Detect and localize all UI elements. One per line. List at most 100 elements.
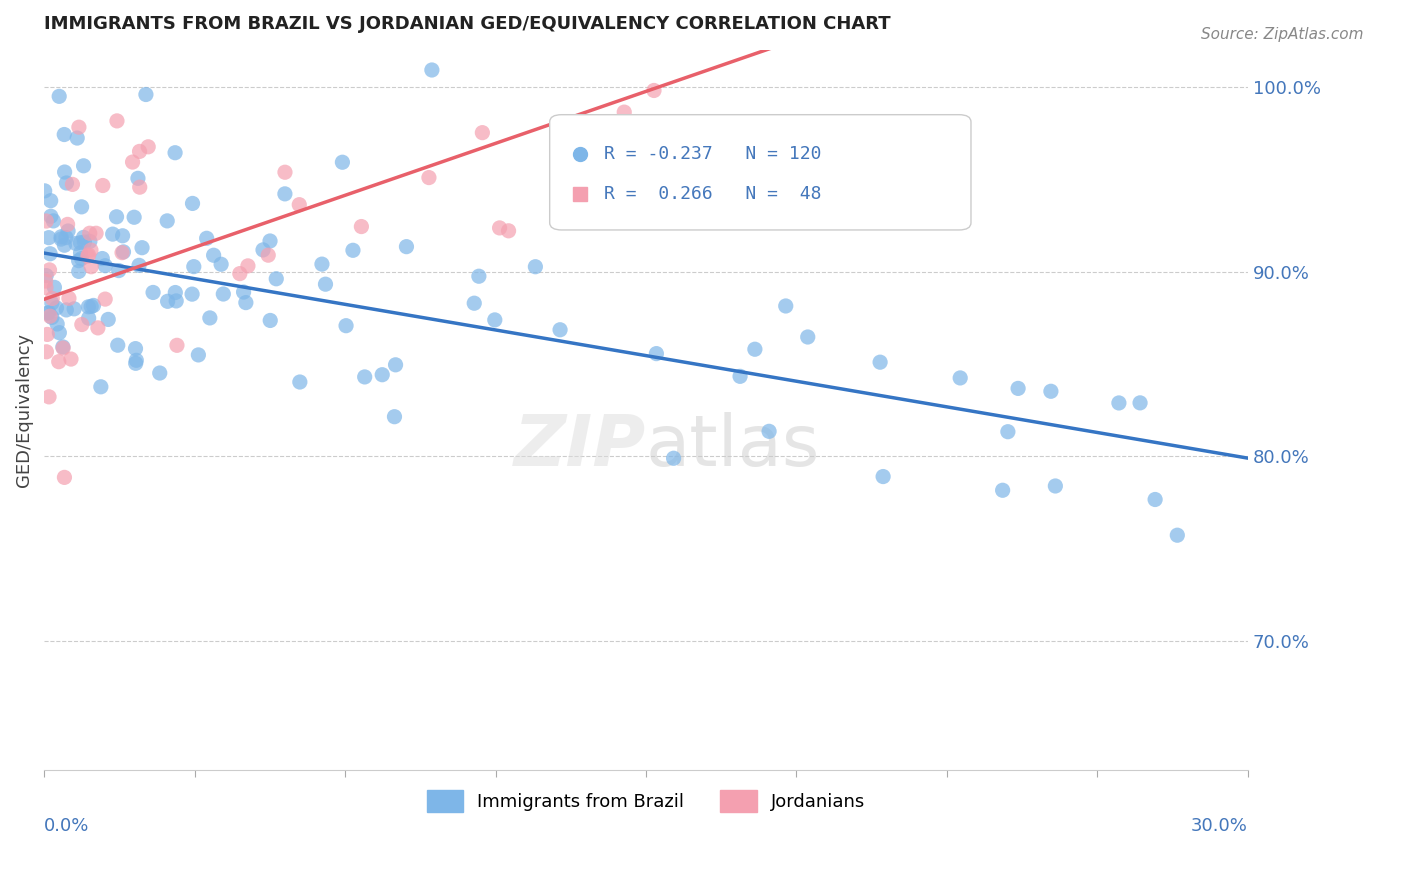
Point <box>127 171 149 186</box>
Point <box>70 318 93 332</box>
Point <box>165 293 187 308</box>
Point <box>59 352 82 367</box>
Point <box>420 62 443 77</box>
Point <box>53 128 76 142</box>
Point <box>1144 492 1167 507</box>
Point <box>758 425 780 439</box>
Point <box>53 165 76 179</box>
Point <box>484 313 506 327</box>
Point <box>44 280 66 294</box>
Point <box>166 338 188 352</box>
Point <box>128 258 150 272</box>
Point <box>79 226 101 240</box>
Point <box>797 330 820 344</box>
Point <box>662 451 685 466</box>
Point <box>1007 381 1029 395</box>
Point <box>42 214 65 228</box>
Point <box>35 280 58 294</box>
Point <box>84 227 107 241</box>
Point <box>80 243 103 257</box>
Point <box>55 176 77 190</box>
Point <box>252 243 274 257</box>
Y-axis label: GED/Equivalency: GED/Equivalency <box>15 333 32 487</box>
Point <box>371 368 394 382</box>
Point <box>66 131 89 145</box>
Point <box>35 268 58 283</box>
Point <box>335 318 357 333</box>
Point <box>384 358 406 372</box>
Point <box>94 259 117 273</box>
Point <box>498 224 520 238</box>
Point <box>125 353 148 368</box>
Point <box>212 287 235 301</box>
Point <box>39 209 62 223</box>
Point <box>183 260 205 274</box>
Point <box>67 264 90 278</box>
Point <box>524 260 547 274</box>
Text: atlas: atlas <box>645 411 820 481</box>
Point <box>645 346 668 360</box>
Point <box>77 311 100 326</box>
Point <box>39 194 62 208</box>
Point <box>111 228 134 243</box>
Point <box>107 263 129 277</box>
Point <box>105 210 128 224</box>
Point <box>236 259 259 273</box>
Point <box>76 249 98 263</box>
Point <box>744 343 766 357</box>
Point <box>38 306 60 320</box>
Point <box>48 354 70 368</box>
Point <box>775 299 797 313</box>
Point <box>72 159 94 173</box>
Point <box>1039 384 1062 399</box>
Point <box>181 287 204 301</box>
Point <box>58 291 80 305</box>
Point <box>53 238 76 252</box>
Point <box>872 469 894 483</box>
Point <box>997 425 1019 439</box>
Point <box>67 120 90 135</box>
Point <box>187 348 209 362</box>
Point <box>198 310 221 325</box>
Point <box>79 235 101 249</box>
Point <box>869 355 891 369</box>
Point <box>65 236 87 251</box>
Point <box>48 326 70 340</box>
Point <box>52 341 75 355</box>
Point <box>91 178 114 193</box>
Point <box>111 245 134 260</box>
Point <box>315 277 337 292</box>
Point <box>37 306 59 320</box>
Point <box>80 260 103 274</box>
Point <box>80 300 103 314</box>
FancyBboxPatch shape <box>550 115 972 230</box>
Point <box>342 244 364 258</box>
Point <box>70 252 93 266</box>
Point <box>156 294 179 309</box>
Point <box>1129 396 1152 410</box>
Point <box>949 371 972 385</box>
Point <box>56 218 79 232</box>
Point <box>613 105 636 120</box>
Point <box>53 470 76 484</box>
Point <box>87 321 110 335</box>
Point <box>1166 528 1188 542</box>
Point <box>548 323 571 337</box>
Text: 30.0%: 30.0% <box>1191 816 1249 835</box>
Point <box>418 170 440 185</box>
Point <box>136 140 159 154</box>
Point <box>39 309 62 323</box>
Point <box>62 178 84 192</box>
Point <box>274 186 297 201</box>
Text: 0.0%: 0.0% <box>44 816 90 835</box>
Point <box>274 165 297 179</box>
Point <box>165 285 187 300</box>
Point <box>38 230 60 244</box>
Point <box>49 229 72 244</box>
Point <box>41 292 63 306</box>
Point <box>55 302 77 317</box>
Point <box>288 197 311 211</box>
Point <box>94 292 117 306</box>
Point <box>37 327 59 342</box>
Point <box>555 150 578 164</box>
